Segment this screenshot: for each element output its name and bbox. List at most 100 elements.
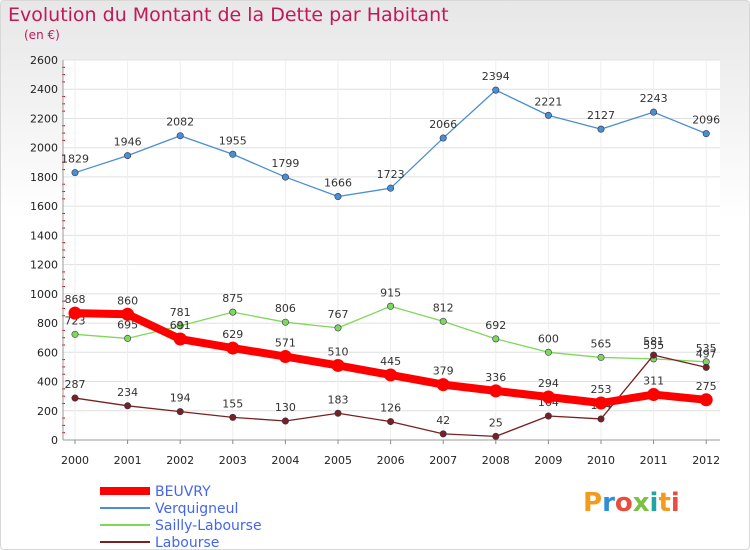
x-tick-label: 2006 [377,454,405,467]
data-point [702,130,710,138]
data-point [436,378,450,392]
logo-letter: x [632,488,650,518]
data-label: 445 [380,355,401,368]
x-tick-label: 2004 [271,454,299,467]
data-label: 497 [696,347,717,360]
y-tick-label: 2600 [30,54,58,67]
x-tick-label: 2010 [587,454,615,467]
data-label: 379 [433,365,454,378]
data-label: 294 [538,377,559,390]
data-point [68,306,82,320]
data-label: 1723 [377,168,405,181]
y-tick-label: 2200 [30,112,58,125]
legend-label-beuvry: BEUVRY [155,484,211,500]
data-label: 571 [275,337,296,350]
data-label: 1799 [271,157,299,170]
data-label: 692 [485,319,506,332]
data-label: 600 [538,332,559,345]
x-tick-label: 2003 [219,454,247,467]
data-point [387,184,395,192]
data-point [229,308,237,316]
data-label: 311 [643,375,664,388]
data-point [71,169,79,177]
plot-area [63,60,720,440]
data-point [124,402,132,410]
y-tick-label: 800 [37,317,58,330]
data-label: 581 [643,335,664,348]
data-point [544,412,552,420]
data-label: 781 [170,306,191,319]
data-point [334,409,342,417]
data-label: 275 [696,380,717,393]
data-point [594,396,608,410]
data-point [439,134,447,142]
data-label: 42 [436,414,450,427]
data-label: 2127 [587,109,615,122]
legend-label-labourse: Labourse [155,535,219,550]
y-tick-label: 600 [37,346,58,359]
y-tick-label: 2000 [30,142,58,155]
y-tick-label: 1800 [30,171,58,184]
data-point [439,430,447,438]
chart-title: Evolution du Montant de la Dette par Hab… [8,4,449,26]
data-label: 555 [643,339,664,352]
data-point [597,353,605,361]
logo-letter: i [670,488,680,518]
data-label: 2066 [429,118,457,131]
data-label: 565 [591,337,612,350]
data-label: 287 [65,378,86,391]
data-point [121,307,135,321]
x-tick-label: 2011 [640,454,668,467]
data-label: 1829 [61,153,89,166]
data-label: 875 [222,292,243,305]
data-point [702,363,710,371]
logo-letter: t [658,488,671,518]
data-label: 915 [380,286,401,299]
data-point [492,432,500,440]
x-tick-label: 2002 [166,454,194,467]
data-point [124,152,132,160]
data-point [647,388,661,402]
data-label: 868 [65,293,86,306]
data-label: 253 [591,383,612,396]
data-point [71,330,79,338]
x-tick-label: 2009 [534,454,562,467]
y-tick-label: 1400 [30,229,58,242]
data-point [650,351,658,359]
logo-letter: i [649,488,659,518]
data-label: 2243 [640,92,668,105]
data-point [281,417,289,425]
data-point [334,193,342,201]
y-tick-label: 2400 [30,83,58,96]
logo-letter: o [614,488,633,518]
data-label: 1955 [219,134,247,147]
data-point [597,415,605,423]
data-point [387,302,395,310]
data-point [331,358,345,372]
x-tick-label: 2000 [61,454,89,467]
data-point [281,173,289,181]
data-label: 183 [328,393,349,406]
data-point [544,111,552,119]
data-label: 2082 [166,116,194,129]
data-point [124,334,132,342]
data-label: 2221 [534,95,562,108]
data-label: 510 [328,345,349,358]
data-label: 860 [117,294,138,307]
data-point [387,418,395,426]
data-point [229,150,237,158]
data-label: 723 [65,314,86,327]
x-tick-label: 2008 [482,454,510,467]
logo-letter: r [602,488,615,518]
data-label: 812 [433,301,454,314]
y-tick-label: 400 [37,376,58,389]
data-point [541,390,555,404]
data-label: 126 [380,402,401,415]
y-tick-label: 200 [37,405,58,418]
data-label: 629 [222,328,243,341]
data-point [492,86,500,94]
data-label: 1666 [324,177,352,190]
data-label: 691 [170,319,191,332]
data-point [176,408,184,416]
